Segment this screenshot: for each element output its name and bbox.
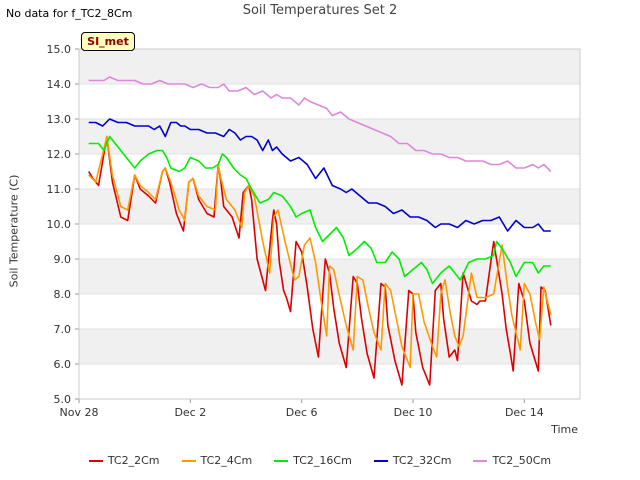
- grid-band: [79, 49, 580, 84]
- legend-label: TC2_16Cm: [293, 454, 352, 467]
- x-tick-label: Dec 6: [286, 406, 318, 419]
- grid-band: [79, 84, 580, 119]
- y-tick-label: 5.0: [54, 393, 72, 406]
- legend-label: TC2_50Cm: [492, 454, 552, 467]
- legend-label: TC2_32Cm: [392, 454, 452, 467]
- y-tick-label: 12.0: [47, 148, 72, 161]
- series-line-tc2_4cm: [88, 135, 552, 369]
- grid-bands: [79, 49, 580, 399]
- grid-band: [79, 119, 580, 154]
- y-tick-label: 15.0: [47, 43, 72, 56]
- x-tick-label: Dec 10: [394, 406, 433, 419]
- y-tick-label: 13.0: [47, 113, 72, 126]
- plot-frame: [78, 48, 581, 400]
- x-axis-label: Time: [551, 423, 578, 436]
- y-tick-label: 11.0: [47, 183, 72, 196]
- legend-swatch: [373, 459, 388, 462]
- grid-band: [79, 364, 580, 399]
- legend-item-tc2_16cm[interactable]: TC2_16Cm: [274, 454, 352, 467]
- y-axis-label: Soil Temperature (C): [7, 174, 21, 288]
- chart-title: Soil Temperatures Set 2: [242, 3, 398, 18]
- y-tick-label: 8.0: [54, 288, 72, 301]
- legend-swatch: [88, 459, 103, 462]
- x-tick-label: Dec 14: [505, 406, 544, 419]
- y-tick-label: 9.0: [54, 253, 72, 266]
- grid-band: [79, 154, 580, 189]
- y-tick-label: 7.0: [54, 323, 72, 336]
- site-badge[interactable]: SI_met: [81, 32, 135, 51]
- y-tick-label: 10.0: [47, 218, 72, 231]
- grid-band: [79, 329, 580, 364]
- series-line-tc2_16cm: [88, 135, 551, 285]
- legend-item-tc2_50cm[interactable]: TC2_50Cm: [473, 454, 551, 467]
- x-tick-label: Dec 2: [174, 406, 206, 419]
- no-data-message: No data for f_TC2_8Cm: [6, 7, 133, 20]
- legend-swatch: [274, 459, 289, 462]
- y-tick-label: 14.0: [47, 78, 72, 91]
- grid-band: [79, 189, 580, 224]
- series-line-tc2_50cm: [88, 76, 552, 173]
- legend-item-tc2_4cm[interactable]: TC2_4Cm: [181, 454, 253, 467]
- legend-swatch: [181, 459, 196, 462]
- legend: TC2_2Cm TC2_4Cm TC2_16Cm TC2_32Cm TC2_50Cm: [0, 454, 640, 467]
- legend-item-tc2_32cm[interactable]: TC2_32Cm: [373, 454, 452, 467]
- y-tick-label: 6.0: [54, 358, 72, 371]
- legend-swatch: [473, 459, 488, 462]
- series-lines: [88, 76, 552, 386]
- grid-band: [79, 294, 580, 329]
- legend-item-tc2_2cm[interactable]: TC2_2Cm: [88, 454, 160, 467]
- legend-label: TC2_2Cm: [107, 454, 160, 467]
- series-line-tc2_32cm: [88, 118, 551, 232]
- x-axis-ticks: Nov 28 Dec 2 Dec 6 Dec 10 Dec 14: [60, 399, 544, 419]
- legend-label: TC2_4Cm: [200, 454, 253, 467]
- y-axis-label-box: Soil Temperature (C): [8, 175, 21, 288]
- y-axis-ticks: 5.0 6.0 7.0 8.0 9.0 10.0 11.0 12.0 13.0 14.0 15.0: [47, 43, 79, 406]
- x-tick-label: Nov 28: [60, 406, 99, 419]
